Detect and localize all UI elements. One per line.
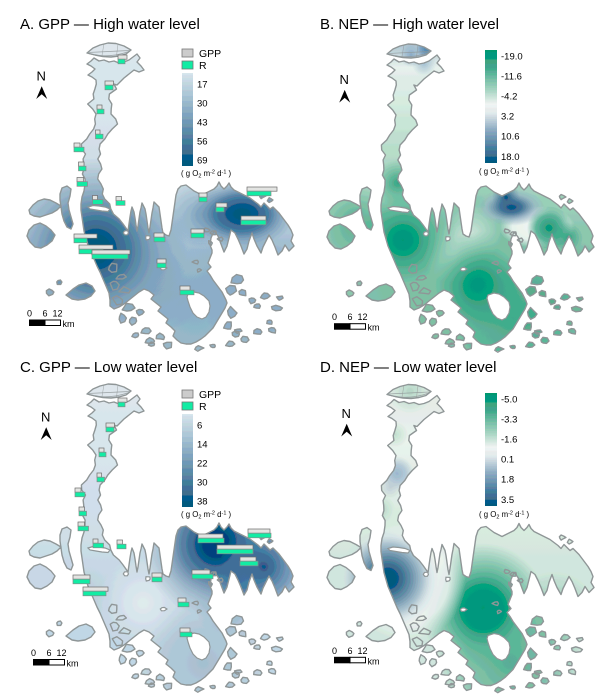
svg-text:43: 43 [197,117,208,128]
svg-text:-4.2: -4.2 [501,92,517,103]
svg-text:14: 14 [197,439,208,450]
svg-text:( g O2 m-2 d-1 ): ( g O2 m-2 d-1 ) [479,167,530,178]
svg-text:1.8: 1.8 [501,475,514,486]
svg-text:18.0: 18.0 [501,152,520,163]
svg-text:R: R [199,401,207,413]
svg-text:D. NEP — Low water level: D. NEP — Low water level [320,359,496,376]
svg-text:12: 12 [357,312,367,322]
svg-text:N: N [342,406,351,421]
svg-text:30: 30 [197,98,208,109]
svg-text:10.6: 10.6 [501,132,520,143]
svg-text:km: km [368,323,380,333]
svg-text:( g O2 m-2 d-1 ): ( g O2 m-2 d-1 ) [181,169,232,180]
svg-text:( g O2 m-2 d-1 ): ( g O2 m-2 d-1 ) [479,510,530,521]
svg-text:12: 12 [52,309,62,319]
svg-text:km: km [368,656,380,666]
svg-text:GPP: GPP [199,48,221,60]
svg-text:N: N [340,72,349,87]
svg-text:6: 6 [42,309,47,319]
svg-text:0: 0 [31,648,36,658]
svg-text:A. GPP — High water level: A. GPP — High water level [20,16,200,33]
svg-text:3.5: 3.5 [501,495,514,506]
svg-text:N: N [41,410,50,425]
svg-text:6: 6 [347,312,352,322]
svg-text:17: 17 [197,79,208,90]
svg-text:56: 56 [197,136,208,147]
svg-text:0.1: 0.1 [501,455,514,466]
svg-text:-19.0: -19.0 [501,51,523,62]
svg-text:0: 0 [27,309,32,319]
svg-text:-5.0: -5.0 [501,394,517,405]
svg-text:-11.6: -11.6 [501,71,522,82]
svg-text:0: 0 [332,312,337,322]
svg-text:3.2: 3.2 [501,112,514,123]
svg-text:-3.3: -3.3 [501,414,517,425]
svg-text:6: 6 [197,420,202,431]
svg-text:( g O2 m-2 d-1 ): ( g O2 m-2 d-1 ) [181,510,232,521]
svg-text:km: km [67,659,79,669]
svg-text:22: 22 [197,458,208,469]
svg-text:km: km [63,319,75,329]
svg-text:30: 30 [197,477,208,488]
svg-text:-1.6: -1.6 [501,435,517,446]
svg-text:6: 6 [46,648,51,658]
svg-text:B. NEP — High water level: B. NEP — High water level [320,16,499,33]
svg-text:R: R [199,60,207,72]
svg-text:GPP: GPP [199,389,221,401]
svg-text:C. GPP — Low water level: C. GPP — Low water level [20,359,197,376]
svg-text:0: 0 [332,646,337,656]
svg-text:12: 12 [357,646,367,656]
svg-text:69: 69 [197,155,208,166]
svg-text:38: 38 [197,496,208,507]
svg-text:12: 12 [56,648,66,658]
svg-text:N: N [37,69,46,84]
svg-text:6: 6 [347,646,352,656]
